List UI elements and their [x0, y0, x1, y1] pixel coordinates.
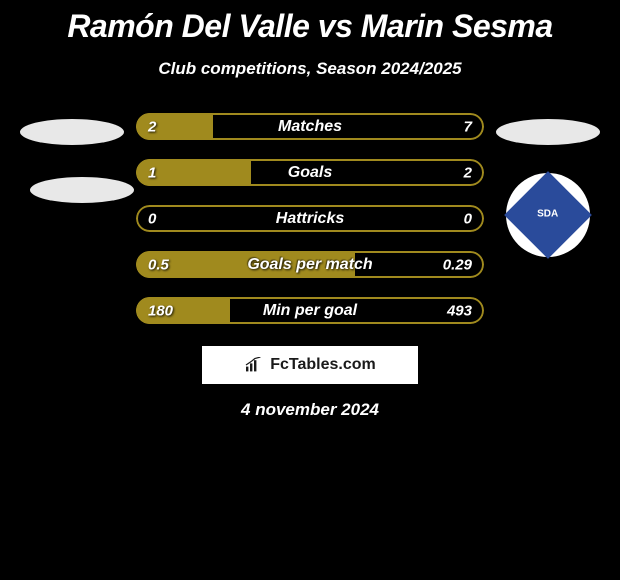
stat-right-value: 493 — [447, 302, 472, 319]
stat-left-value: 1 — [148, 164, 156, 181]
badge-diamond-icon: SDA — [504, 171, 592, 259]
stat-left-value: 180 — [148, 302, 173, 319]
left-club-badge-placeholder — [30, 177, 134, 203]
right-player-avatar-placeholder — [496, 119, 600, 145]
stat-label: Min per goal — [263, 302, 357, 320]
subtitle: Club competitions, Season 2024/2025 — [0, 59, 620, 79]
stat-left-value: 0 — [148, 210, 156, 227]
stat-row-min-per-goal: 180 Min per goal 493 — [136, 297, 484, 324]
stat-right-value: 2 — [464, 164, 472, 181]
stat-right-value: 0 — [464, 210, 472, 227]
left-player-col — [8, 113, 136, 203]
brand-text: FcTables.com — [270, 356, 376, 374]
stat-row-matches: 2 Matches 7 — [136, 113, 484, 140]
stat-label: Goals — [288, 164, 332, 182]
right-player-col: SDA — [484, 113, 612, 257]
stat-left-value: 0.5 — [148, 256, 169, 273]
stat-row-hattricks: 0 Hattricks 0 — [136, 205, 484, 232]
stat-row-goals: 1 Goals 2 — [136, 159, 484, 186]
date-text: 4 november 2024 — [0, 400, 620, 420]
badge-text: SDA — [537, 210, 558, 220]
comparison-area: 2 Matches 7 1 Goals 2 0 Hattricks 0 — [0, 113, 620, 324]
right-club-badge: SDA — [506, 173, 590, 257]
stat-right-value: 7 — [464, 118, 472, 135]
brand-box: FcTables.com — [202, 346, 418, 384]
stat-row-goals-per-match: 0.5 Goals per match 0.29 — [136, 251, 484, 278]
left-player-avatar-placeholder — [20, 119, 124, 145]
infographic-root: Ramón Del Valle vs Marin Sesma Club comp… — [0, 0, 620, 420]
stat-right-value: 0.29 — [443, 256, 472, 273]
stat-left-value: 2 — [148, 118, 156, 135]
stat-label: Goals per match — [247, 256, 372, 274]
page-title: Ramón Del Valle vs Marin Sesma — [0, 8, 620, 45]
stat-label: Matches — [278, 118, 342, 136]
chart-icon — [244, 357, 264, 373]
stats-bars: 2 Matches 7 1 Goals 2 0 Hattricks 0 — [136, 113, 484, 324]
stat-label: Hattricks — [276, 210, 344, 228]
